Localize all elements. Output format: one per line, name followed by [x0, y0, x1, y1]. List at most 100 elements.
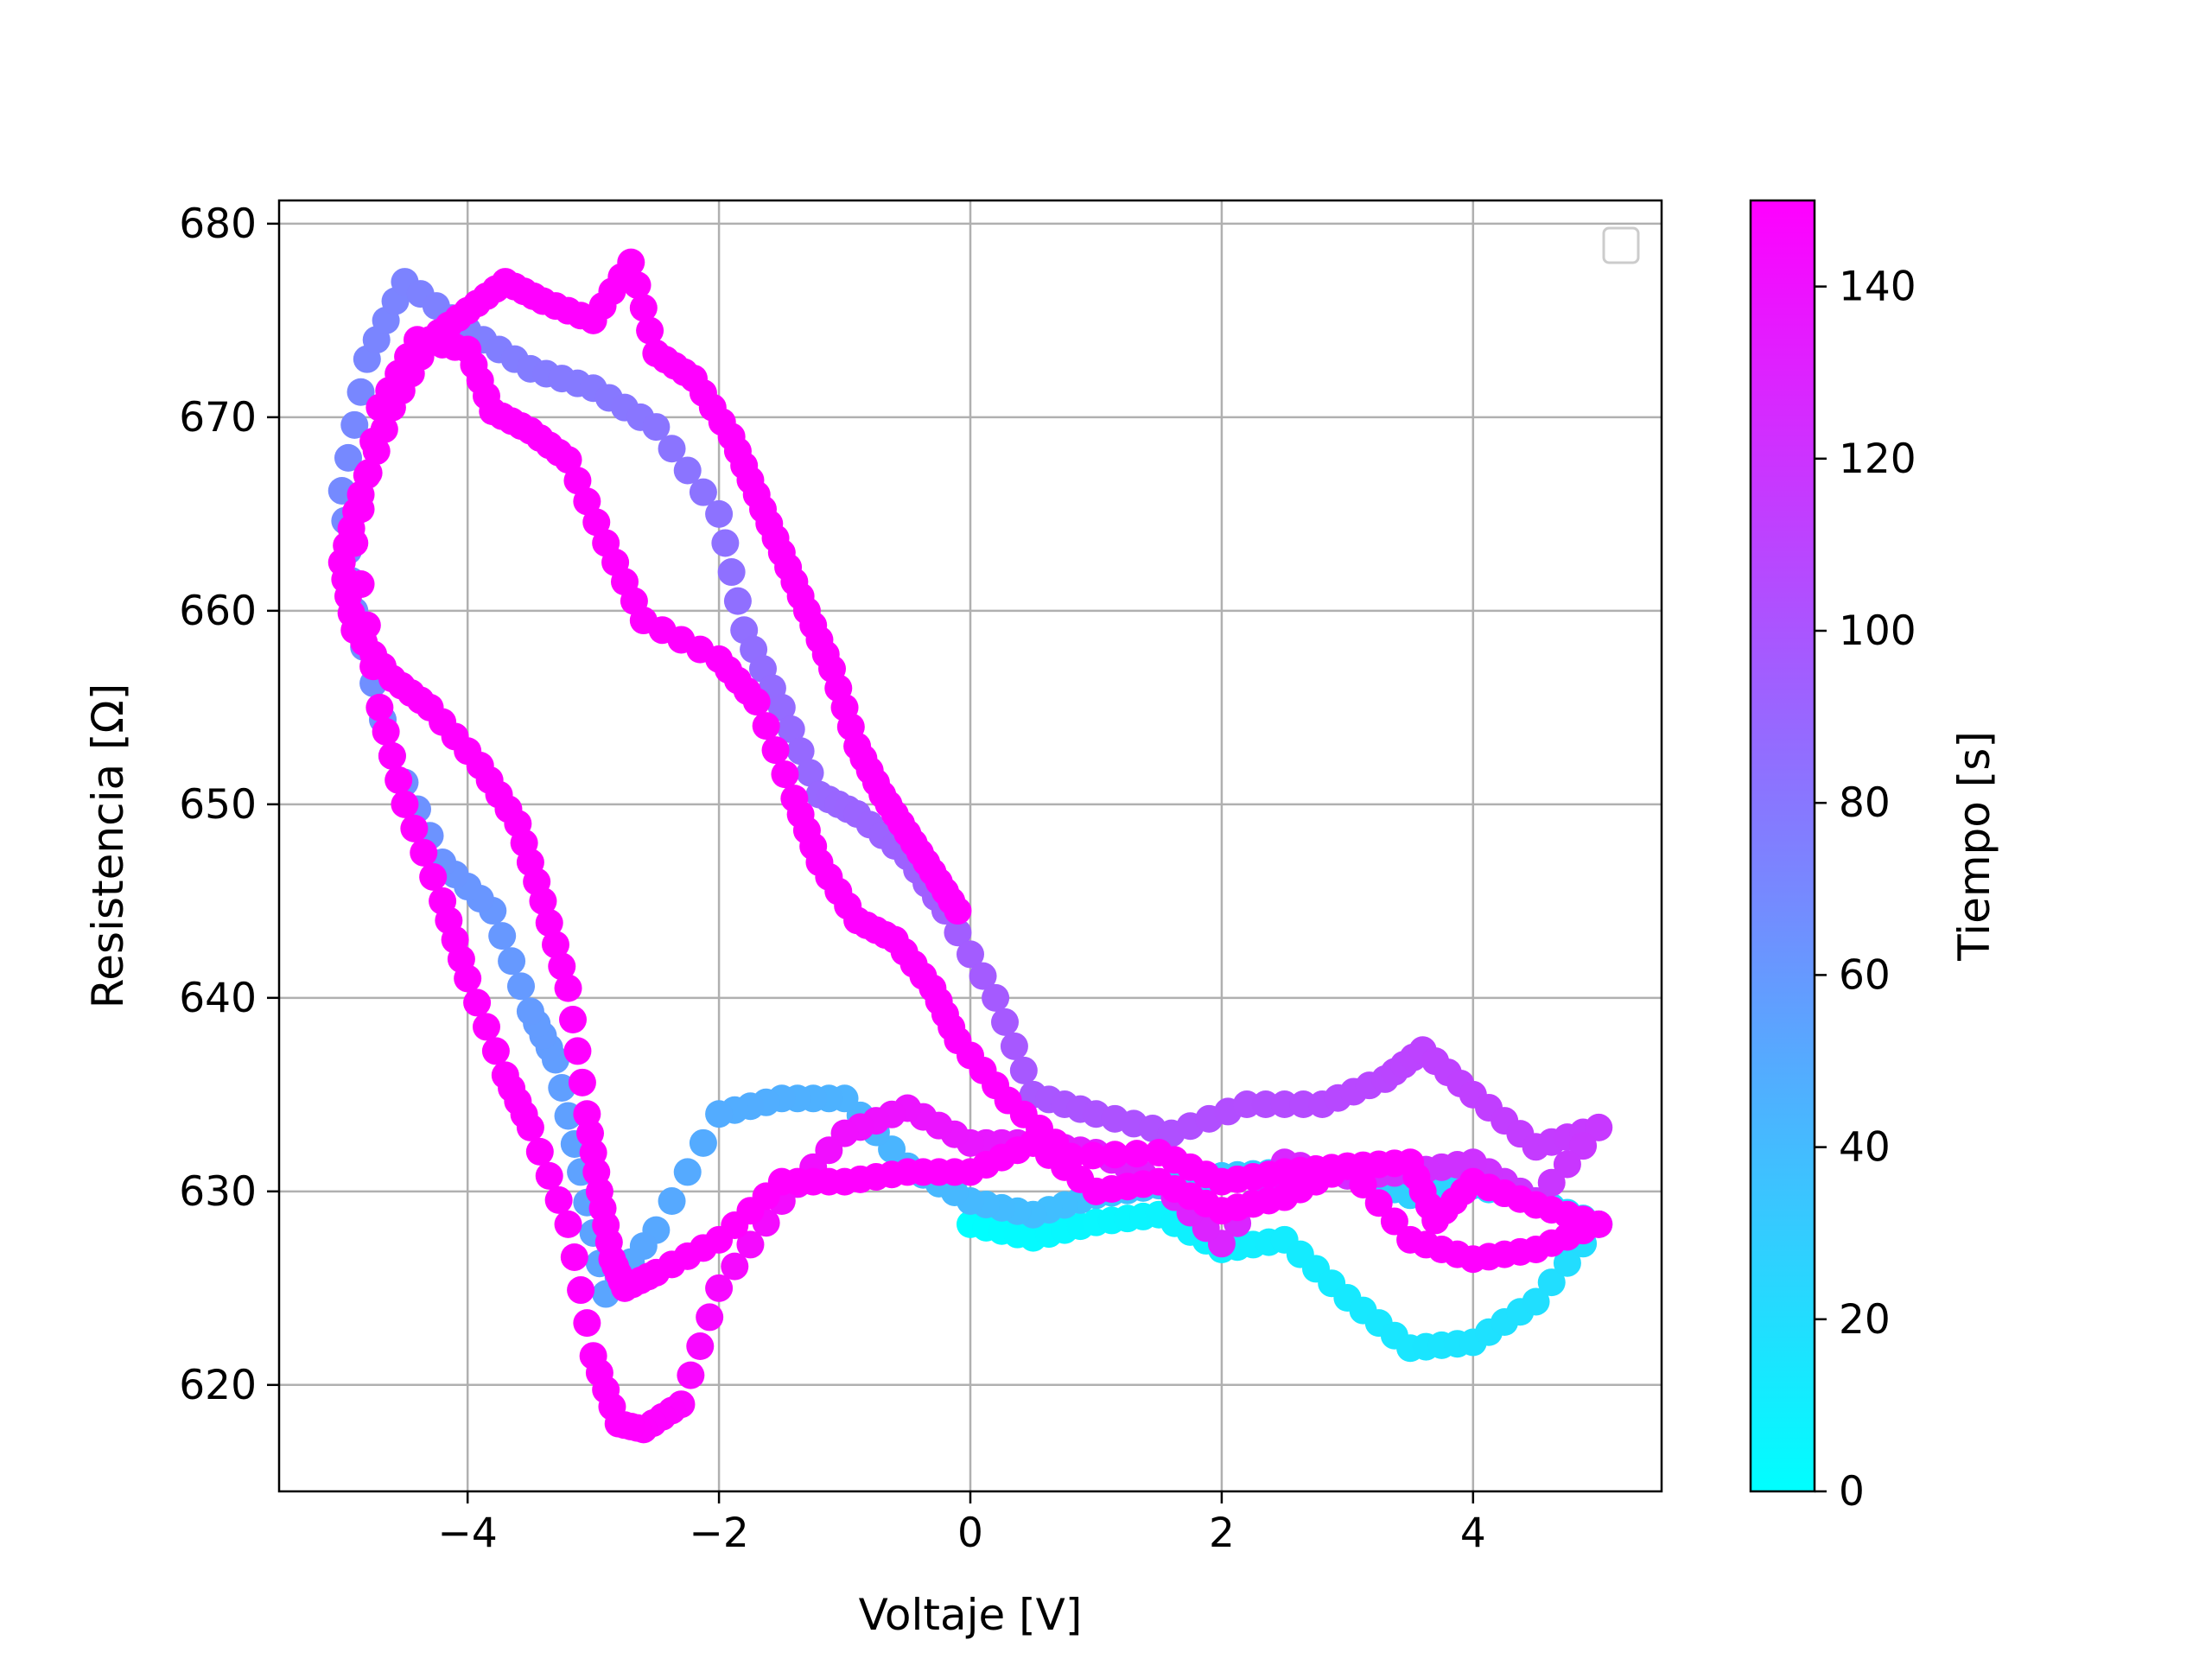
data-point — [982, 983, 1010, 1012]
data-point — [346, 378, 375, 406]
data-point — [579, 1342, 607, 1370]
data-point — [544, 1185, 573, 1214]
data-point — [742, 688, 771, 716]
colorbar-label: Tiempo [s] — [1949, 731, 1999, 962]
data-point — [1009, 1056, 1038, 1084]
data-point — [516, 997, 544, 1026]
axis-ticks: −4 −2 0 2 4 620 630 640 650 660 670 680 — [179, 200, 1485, 1557]
empty-legend-box — [1602, 226, 1640, 264]
data-point — [673, 456, 702, 485]
data-point — [677, 1361, 705, 1389]
data-point — [723, 587, 752, 615]
data-point — [689, 478, 717, 506]
data-point — [689, 1128, 717, 1157]
y-tick-label: 640 — [179, 975, 257, 1022]
data-point — [554, 974, 582, 1002]
data-point — [1396, 1225, 1425, 1254]
data-point — [944, 897, 972, 925]
data-point — [944, 918, 972, 947]
data-point — [1522, 1287, 1550, 1316]
colorbar-tick-label: 80 — [1839, 779, 1891, 827]
data-point — [642, 413, 671, 442]
colorbar-tick-label: 120 — [1839, 435, 1916, 483]
data-point — [796, 759, 824, 787]
data-point — [711, 529, 740, 557]
data-point — [535, 909, 563, 938]
data-point — [491, 1061, 519, 1090]
data-point — [1569, 1132, 1598, 1160]
colorbar-ticks: 0 20 40 60 80 100 120 140 — [1815, 264, 1916, 1516]
data-point — [535, 1161, 563, 1190]
y-tick-label: 660 — [179, 588, 257, 635]
data-point — [705, 1274, 734, 1302]
data-point — [481, 1037, 510, 1065]
colorbar-tick-label: 140 — [1839, 264, 1916, 311]
colorbar-tick-label: 20 — [1839, 1296, 1891, 1344]
data-point — [1585, 1113, 1613, 1141]
data-point — [1537, 1268, 1566, 1297]
data-point — [385, 766, 413, 794]
data-point — [673, 1158, 702, 1186]
data-point — [786, 737, 815, 766]
data-point — [525, 1137, 554, 1166]
y-axis-label: Resistencia [Ω] — [83, 683, 133, 1008]
data-point — [991, 1007, 1019, 1036]
colorbar-tick-label: 40 — [1839, 1124, 1891, 1172]
data-point — [567, 1276, 595, 1305]
x-tick-label: 2 — [1209, 1510, 1235, 1557]
data-point — [365, 693, 394, 721]
data-point — [957, 940, 984, 969]
data-point — [1078, 1141, 1107, 1170]
x-axis-label: Voltaje [V] — [859, 1590, 1083, 1640]
data-point — [559, 1006, 587, 1034]
data-point — [372, 717, 400, 746]
data-point — [429, 887, 457, 915]
data-point — [705, 1100, 734, 1128]
data-point — [498, 947, 526, 976]
data-point — [1553, 1249, 1581, 1277]
data-point — [346, 480, 375, 509]
data-point — [767, 693, 796, 721]
data-point — [370, 415, 398, 443]
data-point — [473, 1013, 500, 1041]
data-point — [761, 736, 790, 765]
x-tick-label: 4 — [1460, 1510, 1486, 1557]
data-point — [568, 1068, 596, 1096]
y-tick-label: 620 — [179, 1362, 257, 1409]
data-point — [563, 467, 592, 495]
data-point — [736, 1230, 765, 1259]
data-point — [705, 499, 734, 528]
data-point — [696, 1303, 724, 1332]
data-point — [542, 931, 569, 959]
data-point — [573, 1309, 601, 1338]
colorbar-tick-label: 60 — [1839, 951, 1891, 999]
data-point — [1101, 1141, 1129, 1169]
data-point — [573, 487, 601, 516]
y-tick-label: 680 — [179, 200, 257, 248]
data-point — [658, 435, 686, 463]
y-tick-label: 670 — [179, 394, 257, 442]
data-point — [717, 558, 746, 587]
x-tick-label: 0 — [957, 1510, 983, 1557]
data-point — [554, 446, 582, 474]
data-point — [1349, 1170, 1377, 1198]
data-point — [362, 437, 391, 466]
data-point — [969, 962, 997, 990]
colorbar-tick-label: 100 — [1839, 607, 1916, 655]
data-point — [410, 838, 438, 867]
colorbar — [1749, 199, 1816, 1493]
data-point — [463, 988, 492, 1017]
colorbar-tick-label: 0 — [1839, 1468, 1865, 1516]
data-point — [1380, 1207, 1408, 1236]
data-point — [334, 443, 362, 472]
data-point — [563, 1037, 592, 1065]
data-point — [378, 741, 406, 770]
data-point — [340, 410, 369, 439]
data-point — [617, 248, 645, 276]
scatter-points — [327, 248, 1613, 1444]
data-point — [488, 922, 517, 950]
data-point — [1122, 1140, 1151, 1168]
data-point — [1553, 1150, 1581, 1179]
data-point — [1000, 1032, 1028, 1060]
